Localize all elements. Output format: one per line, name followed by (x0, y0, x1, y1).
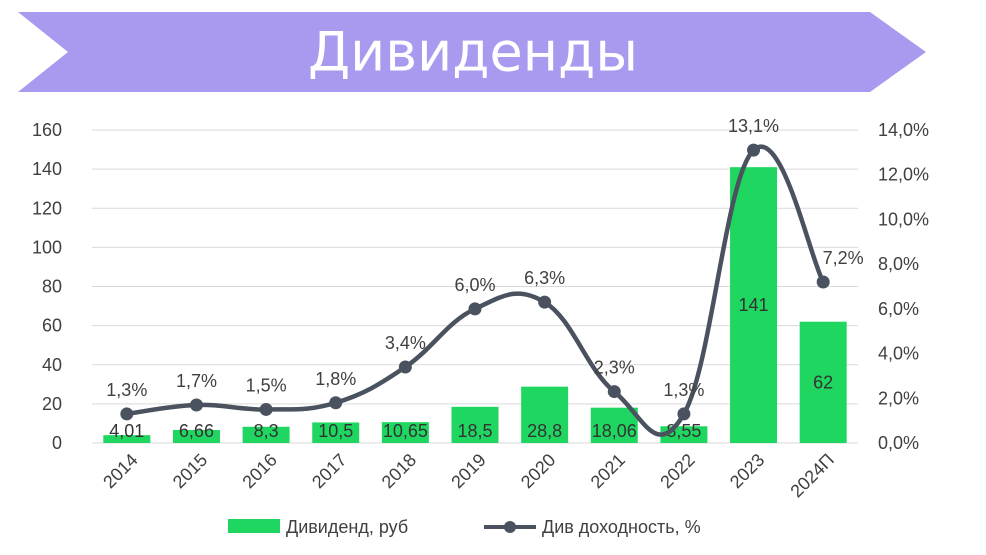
yield-point (538, 295, 552, 309)
left-tick-label: 100 (32, 237, 62, 257)
dividend-bar (312, 422, 360, 443)
yield-point (607, 385, 621, 399)
dividend-bar (172, 429, 220, 443)
yield-value-label: 1,3% (106, 380, 147, 400)
yield-point (189, 398, 203, 412)
x-tick-label: 2020 (517, 450, 559, 492)
dividend-bar (590, 407, 638, 443)
x-tick-label: 2014 (99, 450, 141, 492)
dividend-value-label: 18,5 (457, 421, 492, 441)
yield-value-label: 3,4% (385, 333, 426, 353)
x-tick-label: 2023 (726, 450, 768, 492)
dividend-bar (451, 406, 499, 443)
yield-point (329, 396, 343, 410)
right-axis-ticks: 0,0% 2,0% 4,0% 6,0% 8,0% 10,0% 12,0% 14,0% (878, 120, 929, 453)
right-tick-label: 10,0% (878, 209, 929, 229)
x-tick-label: 2021 (587, 450, 629, 492)
right-tick-label: 12,0% (878, 165, 929, 185)
right-tick-label: 4,0% (878, 344, 919, 364)
legend-line-marker (504, 521, 516, 533)
dividend-value-label: 141 (739, 295, 769, 315)
yield-value-label: 6,3% (524, 268, 565, 288)
yield-point (747, 143, 761, 157)
dividend-value-label: 4,01 (109, 421, 144, 441)
x-axis-ticks: 2014 2015 2016 2017 2018 2019 2020 2021 2022 2023… (99, 450, 838, 502)
yield-point (398, 360, 412, 374)
yield-point (120, 407, 134, 421)
dividend-bar-labels: 4,01 6,66 8,3 10,5 10,65 18,5 28,8 18,06 8,55141… (109, 295, 833, 441)
right-tick-label: 8,0% (878, 254, 919, 274)
yield-line-layer (120, 143, 830, 437)
legend: Дивиденд, руб Див доходность, % (228, 517, 701, 537)
dividend-value-label: 8,3 (254, 421, 279, 441)
right-tick-label: 6,0% (878, 299, 919, 319)
left-tick-label: 40 (42, 355, 62, 375)
yield-value-label: 7,2% (823, 248, 864, 268)
dividend-value-label: 6,66 (179, 421, 214, 441)
x-tick-label: 2024П (786, 450, 838, 502)
left-tick-label: 140 (32, 159, 62, 179)
left-tick-label: 160 (32, 120, 62, 140)
x-tick-label: 2019 (447, 450, 489, 492)
dividend-value-label: 18,06 (592, 421, 637, 441)
dividend-bar (103, 435, 151, 443)
left-axis-ticks: 0 20 40 60 80 100 120 140 160 (32, 120, 62, 453)
legend-bar-swatch (228, 519, 280, 533)
x-tick-label: 2022 (656, 450, 698, 492)
dividend-bar (242, 426, 290, 443)
dividend-value-label: 62 (813, 372, 833, 392)
left-tick-label: 60 (42, 316, 62, 336)
x-tick-label: 2017 (308, 450, 350, 492)
legend-bar-label: Дивиденд, руб (286, 517, 408, 537)
chart-title: Дивиденды (308, 21, 638, 84)
right-tick-label: 0,0% (878, 433, 919, 453)
dividend-bars (103, 167, 847, 443)
yield-value-label: 1,8% (315, 369, 356, 389)
left-tick-label: 0 (52, 433, 62, 453)
yield-point (816, 275, 830, 289)
yield-point (677, 407, 691, 421)
left-tick-label: 120 (32, 198, 62, 218)
yield-value-label: 13,1% (728, 116, 779, 136)
dividend-value-label: 28,8 (527, 421, 562, 441)
yield-point (259, 402, 273, 416)
dividend-bar (521, 386, 569, 443)
dividend-bar (799, 321, 847, 443)
yield-labels: 1,3% 1,7% 1,5% 1,8% 3,4% 6,0% 6,3% 2,3% 1,3% 13,1… (106, 116, 863, 400)
left-tick-label: 20 (42, 394, 62, 414)
dividend-bar (381, 422, 429, 443)
x-tick-label: 2018 (378, 450, 420, 492)
title-banner (18, 12, 926, 92)
yield-value-label: 1,3% (663, 380, 704, 400)
dividend-bar (730, 167, 778, 443)
yield-value-label: 1,7% (176, 371, 217, 391)
dividend-value-label: 10,65 (383, 421, 428, 441)
yield-point (468, 302, 482, 316)
right-tick-label: 2,0% (878, 388, 919, 408)
x-tick-label: 2015 (169, 450, 211, 492)
left-tick-label: 80 (42, 277, 62, 297)
yield-value-label: 2,3% (594, 358, 635, 378)
yield-value-label: 6,0% (454, 275, 495, 295)
dividend-value-label: 10,5 (318, 421, 353, 441)
yield-value-label: 1,5% (246, 375, 287, 395)
x-tick-label: 2016 (238, 450, 280, 492)
legend-line-label: Див доходность, % (542, 517, 701, 537)
right-tick-label: 14,0% (878, 120, 929, 140)
